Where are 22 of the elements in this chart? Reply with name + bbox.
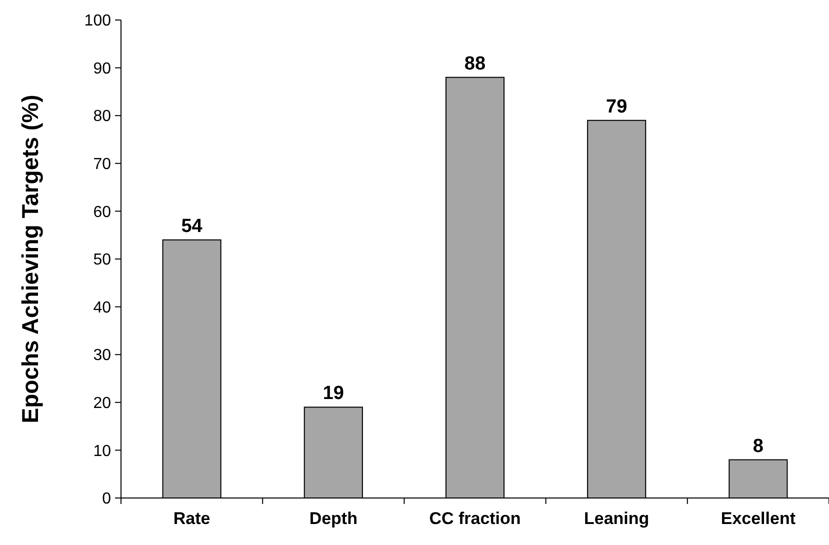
y-tick-label: 80 xyxy=(93,108,112,126)
y-tick-label: 40 xyxy=(93,299,112,316)
y-tick-label: 0 xyxy=(102,490,112,508)
y-tick-label: 100 xyxy=(84,12,112,30)
y-tick-label: 50 xyxy=(93,252,112,269)
data-label: 79 xyxy=(606,96,628,118)
y-tick-label: 90 xyxy=(93,60,112,78)
data-label: 88 xyxy=(464,53,486,74)
y-tick-label: 30 xyxy=(93,347,112,364)
data-label: 19 xyxy=(322,383,344,404)
x-tick-label: Leaning xyxy=(584,509,650,528)
y-tick-label: 70 xyxy=(93,156,112,173)
x-tick-label: Depth xyxy=(309,509,358,528)
x-tick-label: CC fraction xyxy=(429,509,521,528)
y-tick-label: 20 xyxy=(93,395,112,412)
data-label: 8 xyxy=(752,436,764,457)
y-tick-label: 60 xyxy=(93,204,112,221)
y-tick-label: 10 xyxy=(93,442,112,460)
data-label: 54 xyxy=(181,216,203,237)
x-tick-label: Excellent xyxy=(720,509,796,528)
x-tick-label: Rate xyxy=(173,509,210,528)
y-axis-title: Epochs Achieving Targets (%) xyxy=(17,94,43,424)
